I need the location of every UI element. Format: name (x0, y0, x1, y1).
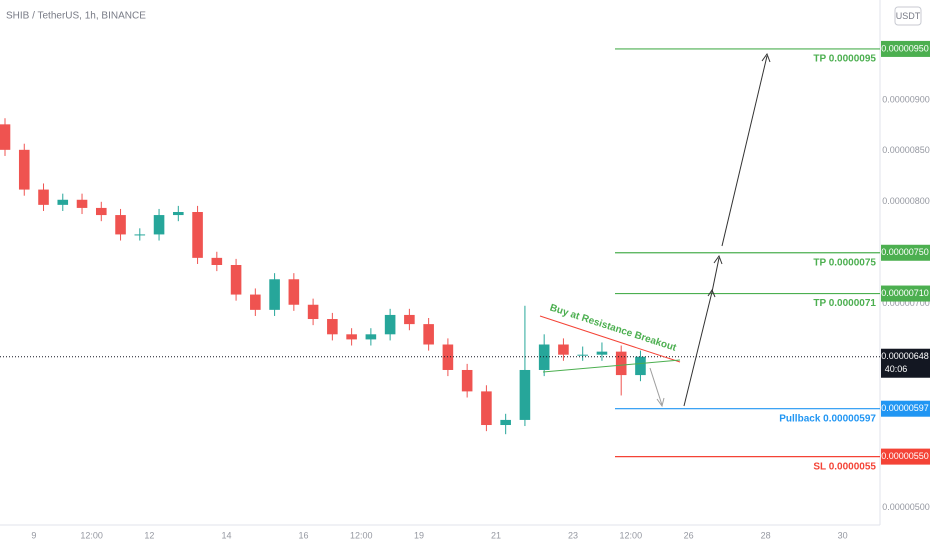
candle-body (635, 356, 646, 376)
level-tag (881, 285, 930, 302)
candle-body (327, 319, 338, 335)
level-label: SL 0.0000055 (813, 461, 876, 472)
x-tick-label: 12 (144, 530, 154, 540)
y-tick-label: 0.00000900 (882, 94, 930, 104)
candle-body (134, 234, 146, 236)
arrow-head (656, 397, 665, 408)
candle-body (95, 207, 107, 216)
resistance-line (539, 315, 681, 363)
x-tick-label: 16 (298, 530, 308, 540)
level-tag (881, 244, 930, 261)
y-tick-label: 0.00000700 (882, 298, 930, 308)
x-tick-label: 14 (221, 530, 231, 540)
x-tick-label: 26 (684, 530, 694, 540)
candle-body (577, 354, 588, 356)
candle-body (500, 419, 511, 426)
candle-body (288, 279, 300, 305)
candle-body (404, 314, 415, 325)
currency-button[interactable] (894, 6, 922, 26)
candle-body (250, 294, 261, 310)
candle-body (442, 344, 454, 370)
candle-body (346, 334, 357, 340)
candle-body (57, 199, 69, 205)
candle-body (230, 265, 242, 295)
level-tag-label: 0.00000750 (881, 247, 929, 257)
candle-body (519, 369, 531, 420)
candle-body (192, 212, 203, 258)
countdown: 40:06 (885, 364, 908, 374)
level-tag-label: 0.00000950 (881, 43, 929, 53)
target-arrow (711, 257, 720, 293)
target-arrow (721, 55, 768, 247)
level-label: TP 0.0000075 (813, 257, 876, 268)
last-price-tag (881, 348, 930, 378)
y-tick-label: 0.00000800 (882, 196, 930, 206)
candle-body (558, 344, 569, 355)
x-tick-label: 12:00 (620, 530, 643, 540)
support-line (542, 359, 681, 373)
level-tag-label: 0.00000550 (881, 451, 929, 461)
y-tick-label: 0.00000500 (882, 502, 930, 512)
pullback-arrow (649, 367, 663, 406)
level-label: Pullback 0.00000597 (779, 413, 876, 424)
currency-button-label[interactable]: USDT (896, 11, 921, 21)
candle-body (76, 199, 88, 208)
arrow-head (713, 254, 723, 265)
x-tick-label: 9 (31, 530, 36, 540)
candle-body (423, 324, 434, 345)
level-tag (881, 448, 930, 465)
level-tag-label: 0.00000597 (881, 403, 929, 413)
candle-body (481, 391, 492, 426)
x-tick-label: 28 (761, 530, 771, 540)
candle-body (211, 257, 223, 265)
candle-body (365, 334, 377, 340)
plot: 0.00000900 0.00000850 0.00000800 0.00000700… (0, 40, 930, 540)
level-tag (881, 40, 930, 57)
candle-body (596, 351, 608, 355)
last-price-label: 0.00000648 (881, 351, 929, 361)
candle-body (538, 344, 550, 370)
x-tick-label: 21 (491, 530, 501, 540)
x-tick-label: 30 (838, 530, 848, 540)
candle-body (115, 215, 126, 235)
candle-body (307, 304, 319, 320)
y-tick-label: 0.00000850 (882, 145, 930, 155)
candle-body (461, 369, 473, 392)
candle-body (18, 149, 30, 190)
x-tick-label: 23 (568, 530, 578, 540)
candle-body (153, 215, 165, 235)
candle-body (0, 124, 11, 150)
candle-body (38, 189, 49, 205)
level-tag-label: 0.00000710 (881, 288, 929, 298)
target-arrow (683, 291, 713, 407)
chart-title: SHIB / TetherUS, 1h, BINANCE (6, 11, 146, 22)
level-tag (881, 400, 930, 417)
x-tick-label: 12:00 (80, 530, 103, 540)
x-tick-label: 12:00 (350, 530, 373, 540)
level-label: TP 0.0000095 (813, 54, 876, 65)
level-label: TP 0.0000071 (813, 298, 876, 309)
candle-body (384, 314, 396, 335)
candle-body (269, 279, 280, 310)
x-tick-label: 19 (414, 530, 424, 540)
arrow-head (761, 52, 771, 63)
candle-body (615, 351, 627, 376)
candle-body (173, 212, 184, 216)
